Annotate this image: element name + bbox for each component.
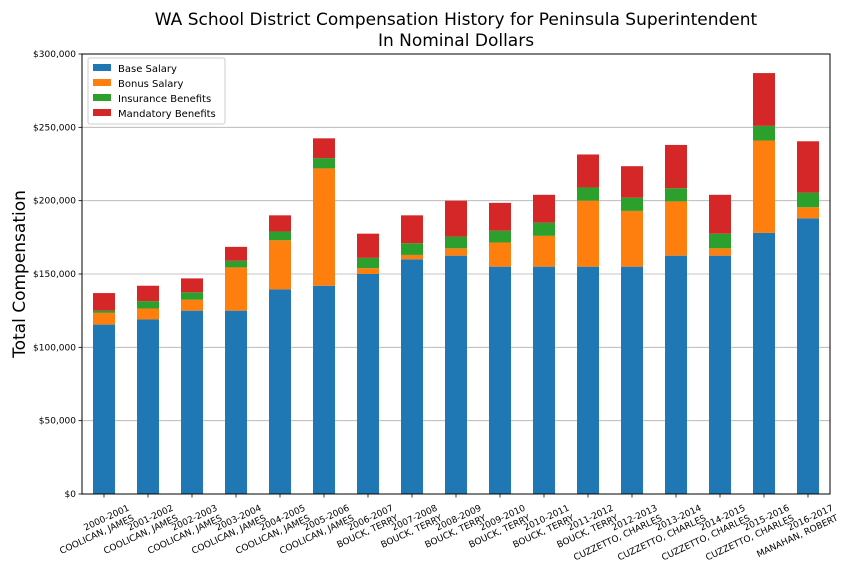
legend: Base Salary Bonus Salary Insurance Benefit…: [87, 57, 226, 125]
bar-segment: [533, 222, 555, 236]
bar-segment: [577, 154, 599, 188]
x-axis-ticks: 2000-2001COOLICAN, JAMES2001-2002COOLICA…: [54, 494, 840, 563]
bar-segment: [577, 187, 599, 201]
legend-swatch: [93, 64, 111, 71]
bar-segment: [445, 255, 467, 494]
legend-swatch: [93, 94, 111, 101]
y-tick-label: $100,000: [33, 343, 76, 353]
bar-segment: [445, 236, 467, 249]
y-axis-ticks: $0 $50,000 $100,000 $150,000 $200,000 $250,00…: [33, 50, 82, 500]
bar-segment: [93, 324, 115, 494]
y-tick-label: $0: [65, 490, 77, 500]
bars: [93, 73, 819, 494]
bar-segment: [577, 200, 599, 267]
bar-segment: [401, 243, 423, 255]
bar-segment: [313, 138, 335, 159]
bar-segment: [753, 140, 775, 233]
bar-segment: [269, 215, 291, 232]
bar-segment: [137, 301, 159, 309]
legend-label: Insurance Benefits: [118, 94, 211, 105]
y-tick-label: $200,000: [33, 197, 76, 207]
bar-segment: [93, 310, 115, 313]
y-tick-label: $250,000: [33, 123, 76, 133]
bar-segment: [753, 125, 775, 141]
y-tick-label: $150,000: [33, 270, 76, 280]
bar-segment: [489, 266, 511, 494]
bar-segment: [797, 141, 819, 193]
bar-segment: [533, 194, 555, 223]
bar-segment: [621, 210, 643, 267]
bar-segment: [665, 188, 687, 202]
chart-title: WA School District Compensation History …: [155, 10, 758, 30]
bar-segment: [137, 319, 159, 494]
bar-segment: [797, 218, 819, 494]
bar-segment: [621, 197, 643, 211]
bar-segment: [225, 267, 247, 311]
bar-segment: [93, 293, 115, 311]
bar-segment: [181, 299, 203, 311]
bar-segment: [313, 285, 335, 494]
bar-segment: [313, 158, 335, 169]
bar-segment: [445, 248, 467, 256]
chart-subtitle: In Nominal Dollars: [378, 31, 534, 51]
bar-segment: [709, 255, 731, 494]
y-tick-label: $50,000: [39, 417, 76, 427]
bar-segment: [533, 235, 555, 267]
bar-segment: [269, 240, 291, 290]
bar-segment: [753, 73, 775, 126]
bar-segment: [401, 254, 423, 260]
y-tick-label: $300,000: [33, 50, 76, 60]
bar-segment: [665, 201, 687, 256]
bar-segment: [445, 200, 467, 237]
bar-segment: [269, 231, 291, 241]
bar-segment: [357, 268, 379, 274]
bar-segment: [181, 278, 203, 293]
bar-segment: [753, 232, 775, 494]
bar-segment: [225, 310, 247, 494]
bar-segment: [357, 257, 379, 269]
bar-segment: [489, 230, 511, 243]
bar-segment: [357, 233, 379, 258]
bar-segment: [93, 312, 115, 325]
legend-label: Mandatory Benefits: [118, 109, 216, 120]
bar-segment: [137, 285, 159, 302]
legend-box: [87, 57, 226, 125]
bar-segment: [401, 259, 423, 494]
bar-segment: [709, 233, 731, 249]
bar-segment: [401, 215, 423, 244]
bar-segment: [313, 168, 335, 286]
bar-segment: [709, 248, 731, 256]
bar-segment: [225, 246, 247, 261]
bar-segment: [709, 194, 731, 234]
bar-segment: [181, 292, 203, 300]
bar-segment: [797, 207, 819, 219]
legend-swatch: [93, 109, 111, 116]
bar-segment: [665, 144, 687, 189]
bar-segment: [269, 289, 291, 494]
bar-segment: [621, 266, 643, 494]
bar-segment: [181, 310, 203, 494]
bar-segment: [621, 166, 643, 198]
bar-segment: [357, 274, 379, 494]
bar-segment: [665, 255, 687, 494]
bar-segment: [489, 202, 511, 231]
legend-label: Base Salary: [118, 64, 177, 75]
y-axis-label: Total Compensation: [10, 190, 30, 359]
legend-swatch: [93, 79, 111, 86]
legend-label: Bonus Salary: [118, 79, 184, 90]
bar-segment: [489, 242, 511, 267]
x-tick-label: 2000-2001COOLICAN, JAMES: [54, 504, 136, 557]
bar-segment: [797, 192, 819, 208]
bar-segment: [137, 308, 159, 320]
bar-segment: [533, 266, 555, 494]
bar-segment: [225, 260, 247, 268]
bar-segment: [577, 266, 599, 494]
